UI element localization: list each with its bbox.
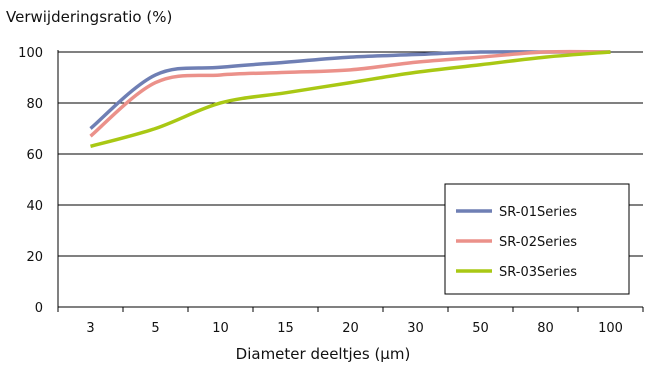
series-line-2	[89, 49, 611, 138]
x-axis-title: Diameter deeltjes (μm)	[236, 345, 411, 363]
y-tick-label: 100	[18, 46, 43, 61]
x-tick-label: 100	[598, 321, 623, 336]
y-axis-ticks: 0 20 40 60 80 100	[18, 46, 43, 316]
x-tick-label: 10	[212, 321, 229, 336]
x-tick-label: 30	[407, 321, 424, 336]
legend-box	[444, 183, 630, 295]
y-tick-label: 0	[35, 301, 43, 316]
x-tick-label: 50	[472, 321, 489, 336]
series-lines	[89, 49, 611, 149]
x-axis-ticks: 3 5 10 15 20 30 50 80 100	[57, 307, 644, 336]
legend-label: SR-01Series	[499, 205, 577, 220]
x-tick-label: 80	[537, 321, 554, 336]
y-axis-title: Verwijderingsratio (%)	[6, 8, 172, 26]
y-tick-label: 60	[26, 148, 43, 163]
legend-label: SR-02Series	[499, 235, 577, 250]
series-line-1	[89, 50, 611, 130]
legend-label: SR-03Series	[499, 265, 577, 280]
x-tick-label: 20	[342, 321, 359, 336]
legend: SR-01Series SR-02Series SR-03Series	[444, 183, 630, 295]
y-tick-label: 20	[26, 250, 43, 265]
x-tick-label: 5	[151, 321, 159, 336]
series-line-3	[90, 50, 611, 149]
y-tick-label: 80	[26, 97, 43, 112]
x-tick-label: 15	[277, 321, 294, 336]
x-tick-label: 3	[86, 321, 94, 336]
axes	[57, 50, 643, 308]
y-tick-label: 40	[26, 199, 43, 214]
